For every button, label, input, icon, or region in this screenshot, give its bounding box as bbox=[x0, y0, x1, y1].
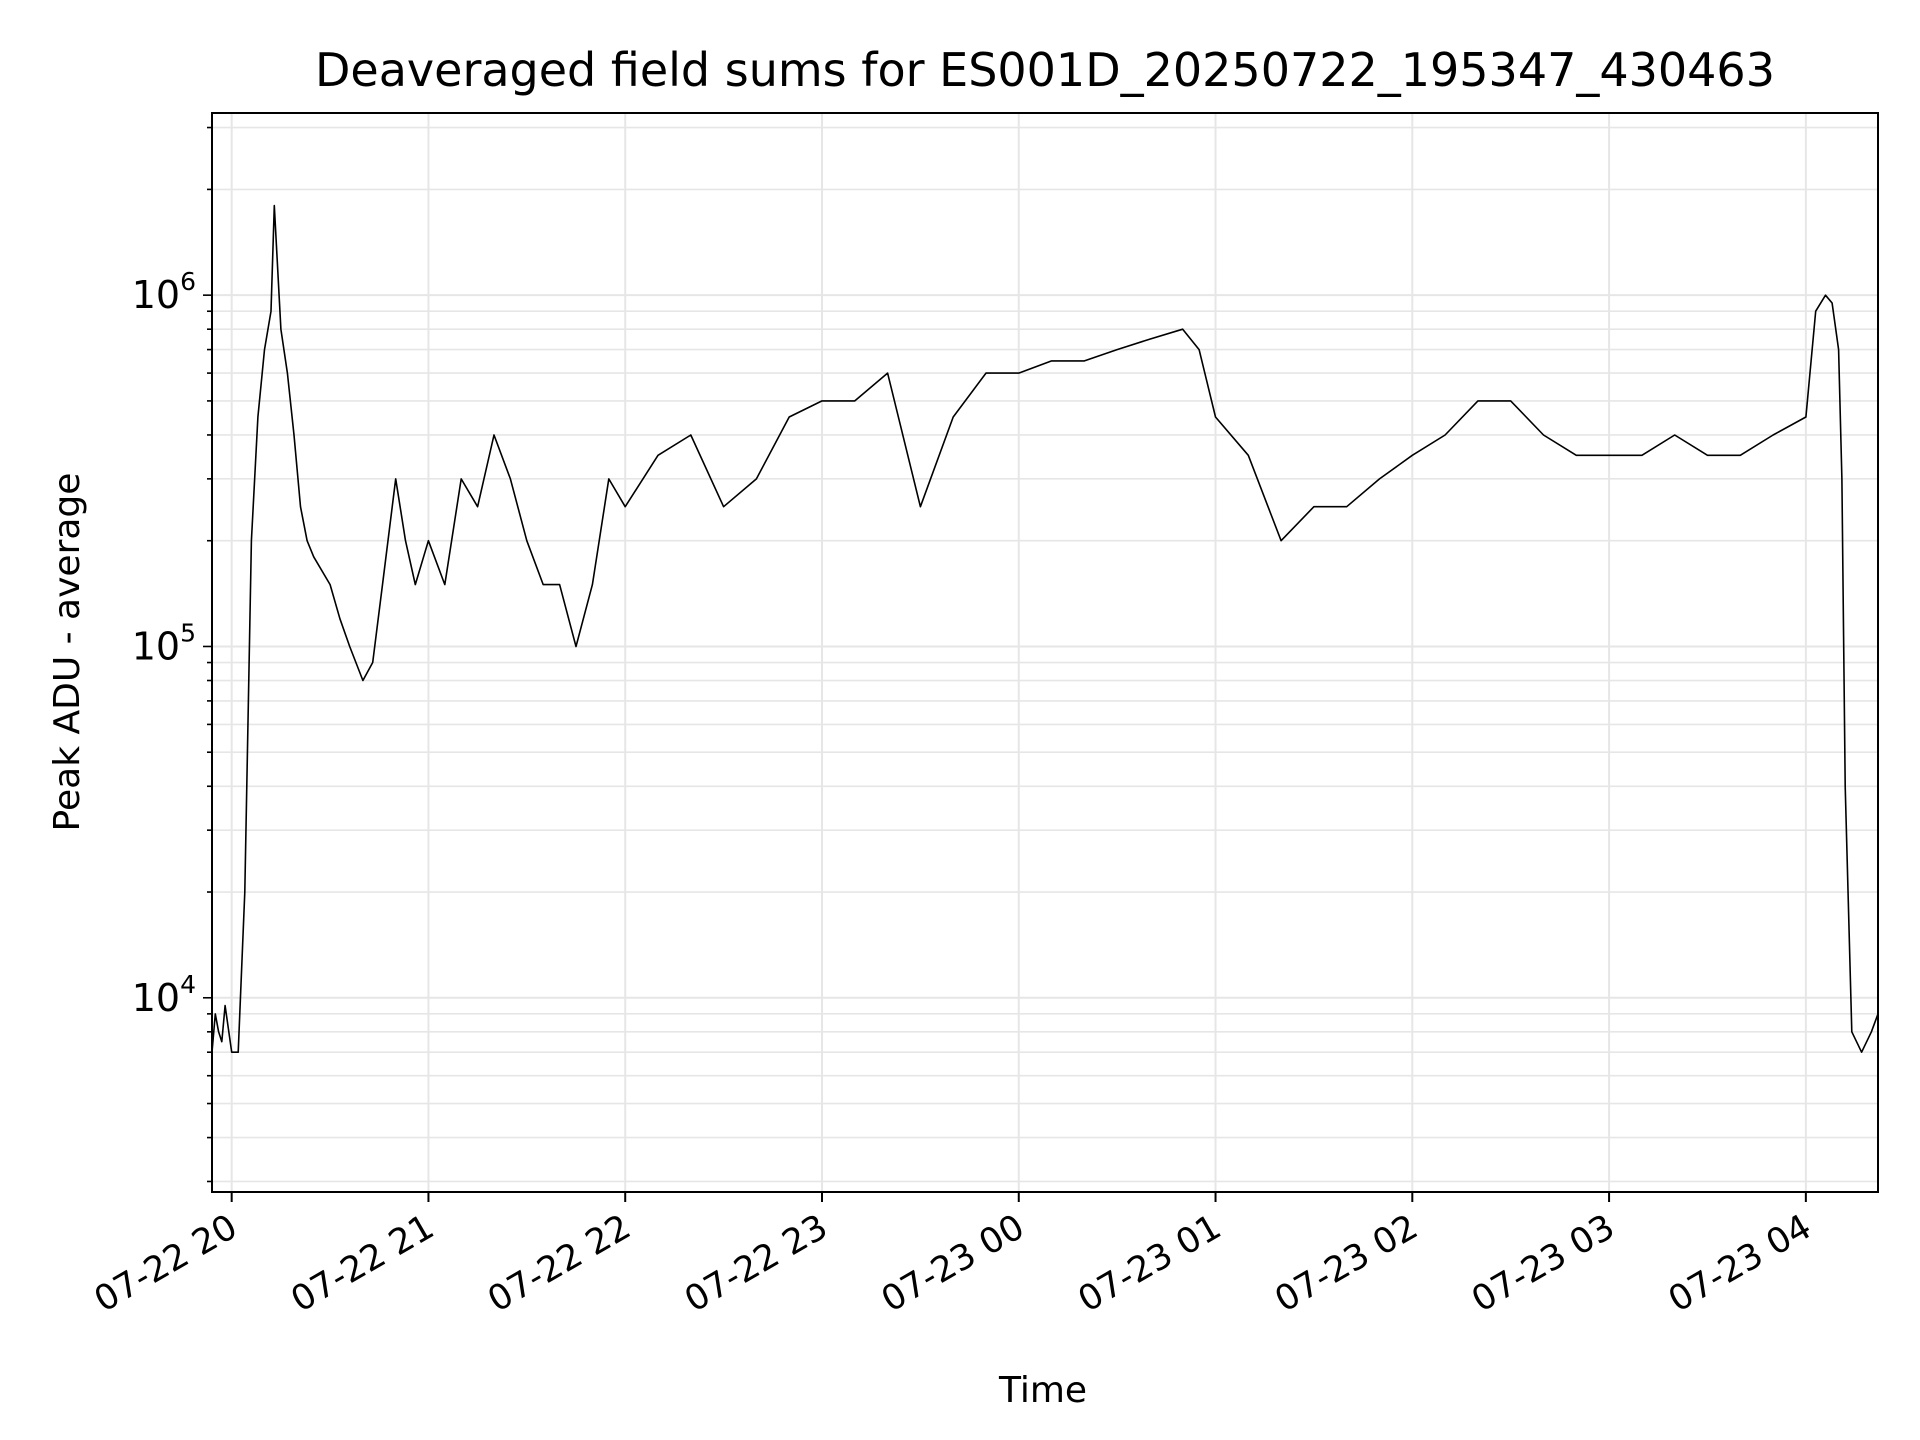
x-axis-label: Time bbox=[998, 1370, 1087, 1411]
y-tick-label: 106 bbox=[132, 267, 196, 317]
grid-layer bbox=[212, 113, 1878, 1192]
plot-frame bbox=[211, 112, 1879, 1193]
series-line bbox=[212, 204, 1878, 1053]
y-axis-label: Peak ADU - average bbox=[47, 473, 88, 832]
data-layer bbox=[212, 204, 1878, 1053]
chart-title: Deaveraged field sums for ES001D_2025072… bbox=[315, 43, 1775, 97]
